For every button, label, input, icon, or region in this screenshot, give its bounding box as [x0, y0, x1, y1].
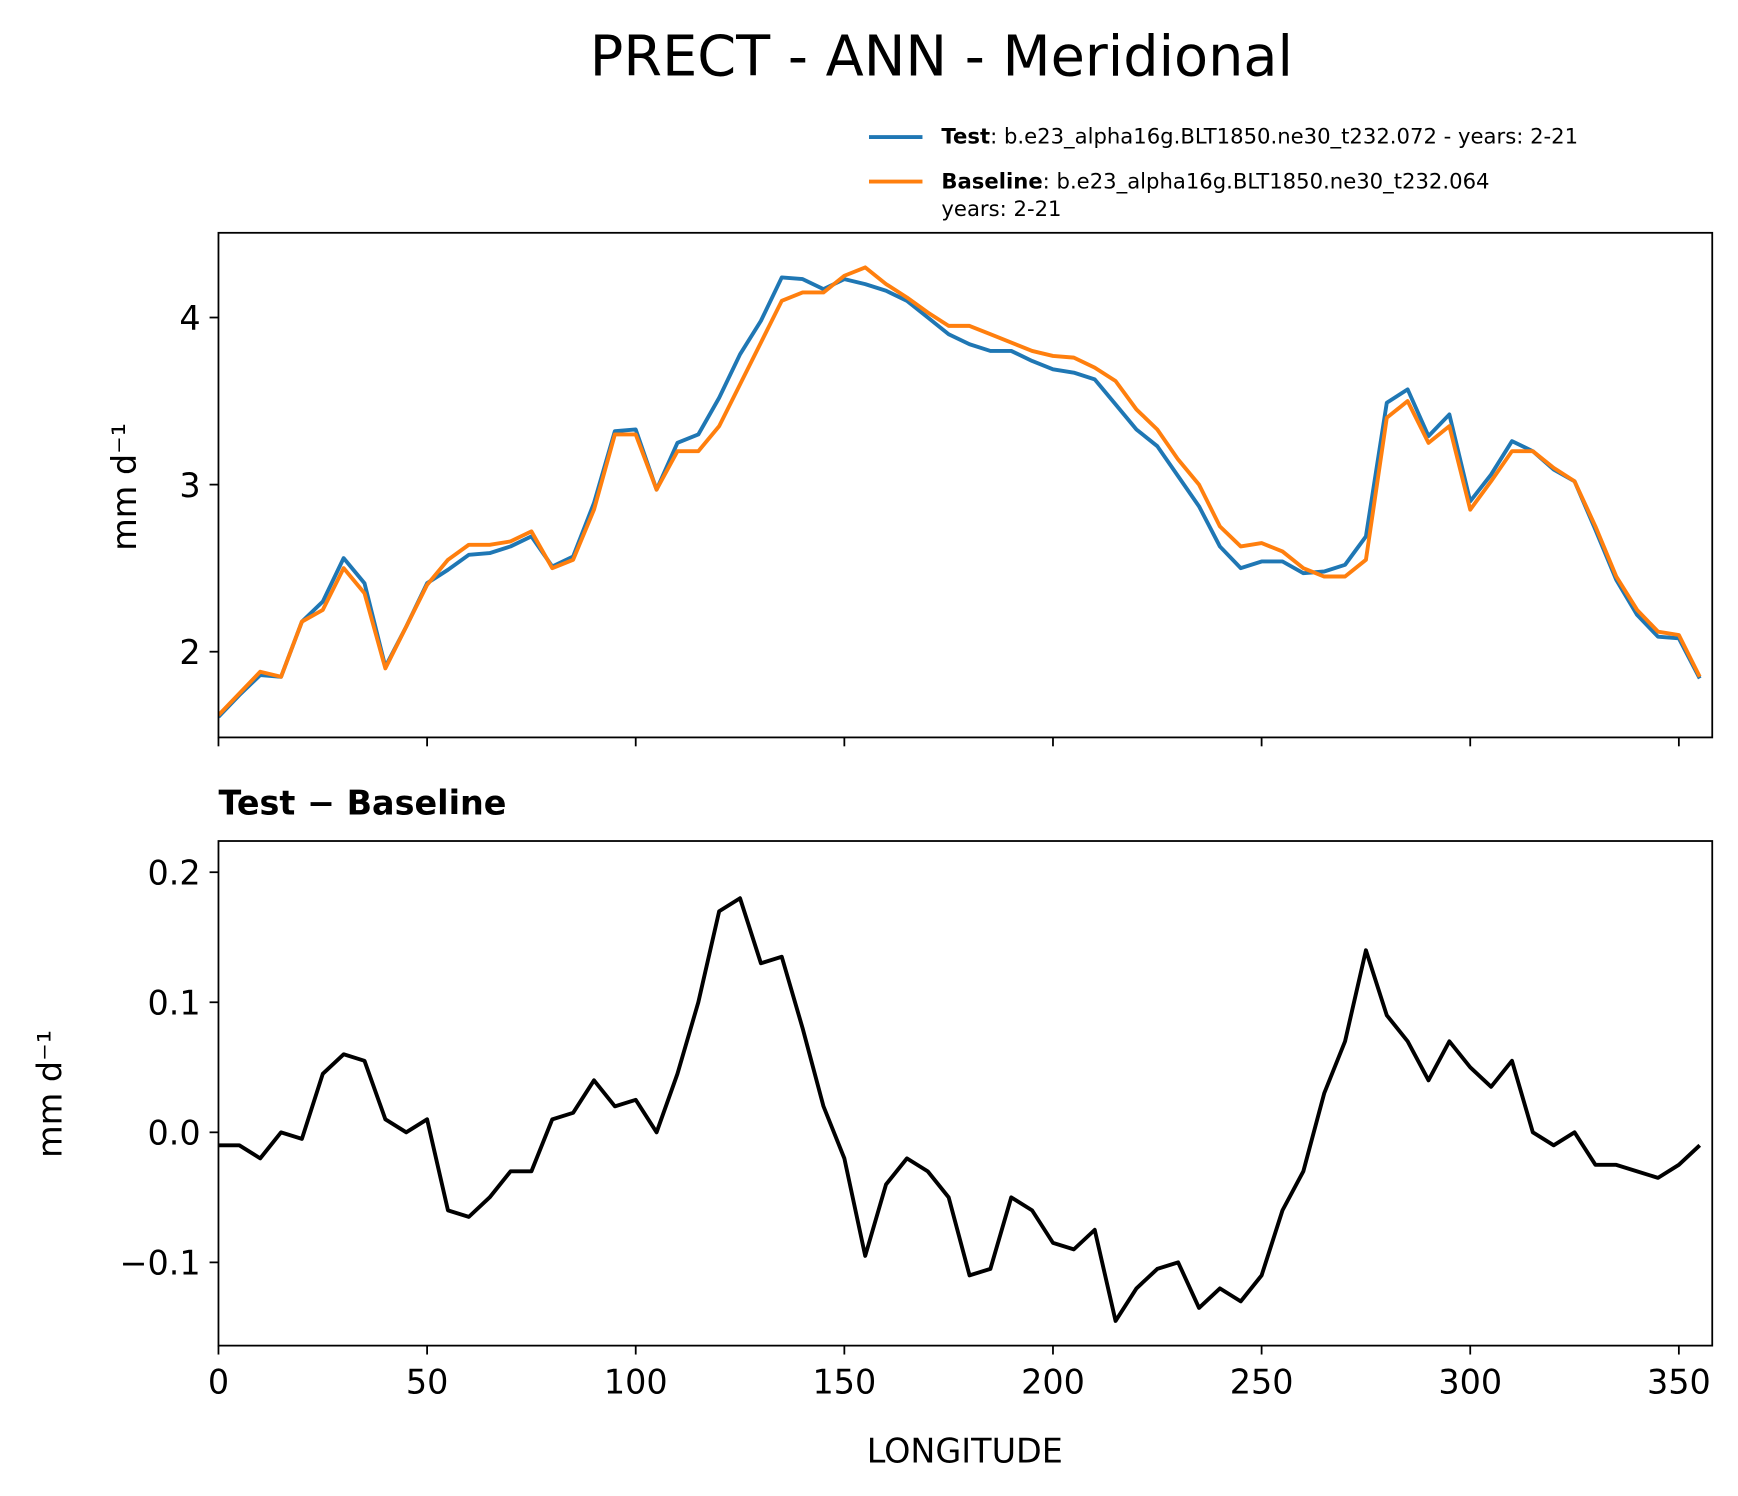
series-line: [218, 896, 1702, 1323]
x-tick-label: 350: [1647, 1363, 1711, 1402]
y-axis-label: mm d⁻¹: [105, 423, 144, 551]
plot-frame: [217, 840, 1714, 1347]
panel-title: Test − Baseline: [218, 783, 506, 822]
series-line: [218, 265, 1702, 717]
x-tick-label: 250: [1230, 1363, 1294, 1402]
x-tick-label: 0: [208, 1363, 229, 1402]
x-tick-label: 150: [812, 1363, 876, 1402]
y-tick-label: 3: [179, 466, 200, 505]
legend-description: : b.e23_alpha16g.BLT1850.ne30_t232.064: [1043, 168, 1490, 193]
y-tick-label: −0.1: [120, 1244, 201, 1283]
y-tick-label: 0.1: [148, 984, 201, 1023]
legend-name: Test: [941, 124, 990, 149]
x-tick-label: 200: [1021, 1363, 1085, 1402]
y-tick-label: 0.0: [148, 1114, 201, 1153]
series-line: [218, 275, 1702, 719]
y-tick-label: 2: [179, 633, 200, 672]
plot-frame: [217, 231, 1714, 739]
x-tick-label: 300: [1438, 1363, 1502, 1402]
x-axis-label: LONGITUDE: [867, 1432, 1063, 1471]
legend-description: years: 2-21: [941, 196, 1061, 221]
y-axis-label: mm d⁻¹: [30, 1030, 69, 1158]
legend-name: Baseline: [941, 168, 1042, 193]
legend-label: Baseline: b.e23_alpha16g.BLT1850.ne30_t2…: [941, 168, 1489, 193]
x-tick-label: 100: [604, 1363, 668, 1402]
figure-title: PRECT - ANN - Meridional: [590, 25, 1293, 90]
x-tick-label: 50: [406, 1363, 449, 1402]
y-tick-label: 0.2: [148, 853, 201, 892]
legend-label: Test: b.e23_alpha16g.BLT1850.ne30_t232.0…: [941, 124, 1578, 149]
legend-description: : b.e23_alpha16g.BLT1850.ne30_t232.072 -…: [990, 124, 1578, 149]
y-tick-label: 4: [179, 299, 200, 338]
